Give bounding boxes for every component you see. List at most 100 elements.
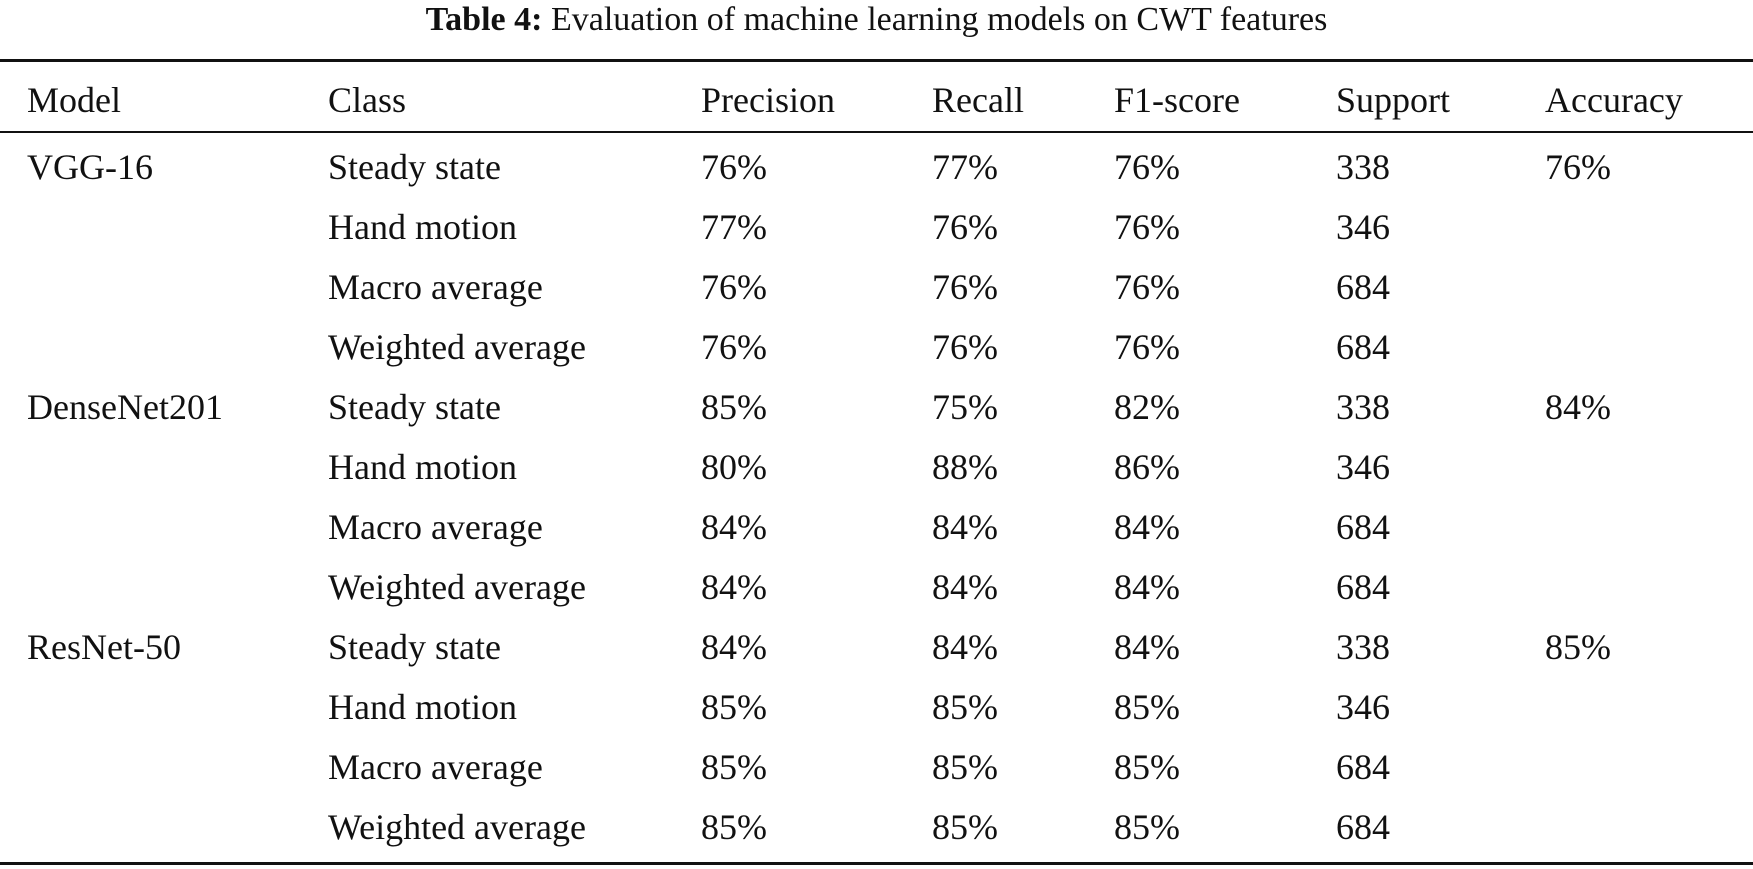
cell-precision: 76% — [701, 147, 767, 187]
cell-model — [0, 257, 328, 317]
cell-support: 338 — [1336, 387, 1390, 427]
cell-accuracy: 84% — [1545, 387, 1611, 427]
cell-model — [0, 437, 328, 497]
cell-model: VGG-16 — [27, 147, 153, 187]
table-row: Weighted average 84% 84% 84% 684 — [0, 557, 1753, 617]
table-row: VGG-16 Steady state 76% 77% 76% 338 76% — [0, 137, 1753, 197]
cell-f1-score: 86% — [1114, 447, 1180, 487]
cell-accuracy — [1545, 557, 1753, 617]
cell-recall: 85% — [932, 687, 998, 727]
cell-support: 338 — [1336, 147, 1390, 187]
cell-f1-score: 76% — [1114, 327, 1180, 367]
cell-recall: 84% — [932, 507, 998, 547]
cell-precision: 85% — [701, 747, 767, 787]
cell-class: Weighted average — [328, 567, 586, 607]
cell-recall: 76% — [932, 207, 998, 247]
header-recall: Recall — [932, 80, 1024, 120]
cell-class: Weighted average — [328, 807, 586, 847]
cell-recall: 85% — [932, 747, 998, 787]
cell-precision: 85% — [701, 387, 767, 427]
cell-accuracy — [1545, 257, 1753, 317]
cell-f1-score: 84% — [1114, 507, 1180, 547]
cell-accuracy — [1545, 197, 1753, 257]
cell-model — [0, 737, 328, 797]
cell-support: 684 — [1336, 567, 1390, 607]
table-row: Macro average 84% 84% 84% 684 — [0, 497, 1753, 557]
cell-f1-score: 84% — [1114, 567, 1180, 607]
header-f1-score: F1-score — [1114, 80, 1240, 120]
cell-precision: 77% — [701, 207, 767, 247]
cell-support: 346 — [1336, 687, 1390, 727]
cell-support: 684 — [1336, 507, 1390, 547]
cell-model: ResNet-50 — [27, 627, 181, 667]
cell-accuracy — [1545, 737, 1753, 797]
cell-model: DenseNet201 — [27, 387, 223, 427]
header-rule — [0, 131, 1753, 133]
cell-accuracy — [1545, 497, 1753, 557]
table-body: VGG-16 Steady state 76% 77% 76% 338 76% Hand mo… — [0, 137, 1753, 857]
cell-precision: 84% — [701, 627, 767, 667]
table-row: Hand motion 80% 88% 86% 346 — [0, 437, 1753, 497]
table-row: Hand motion 85% 85% 85% 346 — [0, 677, 1753, 737]
cell-precision: 84% — [701, 567, 767, 607]
header-precision: Precision — [701, 80, 835, 120]
table-row: Weighted average 85% 85% 85% 684 — [0, 797, 1753, 857]
cell-support: 338 — [1336, 627, 1390, 667]
cell-class: Macro average — [328, 267, 543, 307]
cell-accuracy — [1545, 677, 1753, 737]
cell-recall: 77% — [932, 147, 998, 187]
cell-support: 684 — [1336, 327, 1390, 367]
table-caption: Table 4: Evaluation of machine learning … — [0, 0, 1753, 44]
cell-precision: 85% — [701, 807, 767, 847]
cell-recall: 76% — [932, 267, 998, 307]
cell-class: Macro average — [328, 507, 543, 547]
header-model: Model — [27, 80, 121, 120]
cell-support: 684 — [1336, 267, 1390, 307]
table-row: ResNet-50 Steady state 84% 84% 84% 338 85% — [0, 617, 1753, 677]
cell-support: 346 — [1336, 447, 1390, 487]
cell-f1-score: 85% — [1114, 807, 1180, 847]
cell-class: Steady state — [328, 387, 501, 427]
cell-recall: 75% — [932, 387, 998, 427]
cell-model — [0, 677, 328, 737]
cell-f1-score: 76% — [1114, 147, 1180, 187]
cell-model — [0, 317, 328, 377]
cell-accuracy: 76% — [1545, 147, 1611, 187]
cell-precision: 84% — [701, 507, 767, 547]
cell-support: 684 — [1336, 807, 1390, 847]
cell-f1-score: 76% — [1114, 207, 1180, 247]
cell-recall: 84% — [932, 627, 998, 667]
table-row: Macro average 85% 85% 85% 684 — [0, 737, 1753, 797]
cell-class: Steady state — [328, 627, 501, 667]
cell-f1-score: 85% — [1114, 687, 1180, 727]
cell-class: Steady state — [328, 147, 501, 187]
header-row: Model Class Precision Recall F1-score Su… — [0, 68, 1753, 132]
cell-model — [0, 497, 328, 557]
cell-class: Macro average — [328, 747, 543, 787]
header-support: Support — [1336, 80, 1451, 120]
cell-class: Weighted average — [328, 327, 586, 367]
cell-class: Hand motion — [328, 207, 517, 247]
cell-model — [0, 197, 328, 257]
cell-precision: 80% — [701, 447, 767, 487]
cell-f1-score: 85% — [1114, 747, 1180, 787]
cell-precision: 76% — [701, 267, 767, 307]
cell-support: 346 — [1336, 207, 1390, 247]
cell-recall: 88% — [932, 447, 998, 487]
table-row: Weighted average 76% 76% 76% 684 — [0, 317, 1753, 377]
cell-accuracy: 85% — [1545, 627, 1611, 667]
cell-recall: 76% — [932, 327, 998, 367]
header-class: Class — [328, 80, 407, 120]
cell-accuracy — [1545, 317, 1753, 377]
cell-class: Hand motion — [328, 687, 517, 727]
cell-f1-score: 84% — [1114, 627, 1180, 667]
cell-accuracy — [1545, 437, 1753, 497]
cell-precision: 76% — [701, 327, 767, 367]
cell-recall: 84% — [932, 567, 998, 607]
bottom-rule — [0, 862, 1753, 865]
cell-recall: 85% — [932, 807, 998, 847]
cell-model — [0, 557, 328, 617]
header-accuracy: Accuracy — [1545, 80, 1683, 120]
results-table: Model Class Precision Recall F1-score Su… — [0, 68, 1753, 857]
cell-precision: 85% — [701, 687, 767, 727]
